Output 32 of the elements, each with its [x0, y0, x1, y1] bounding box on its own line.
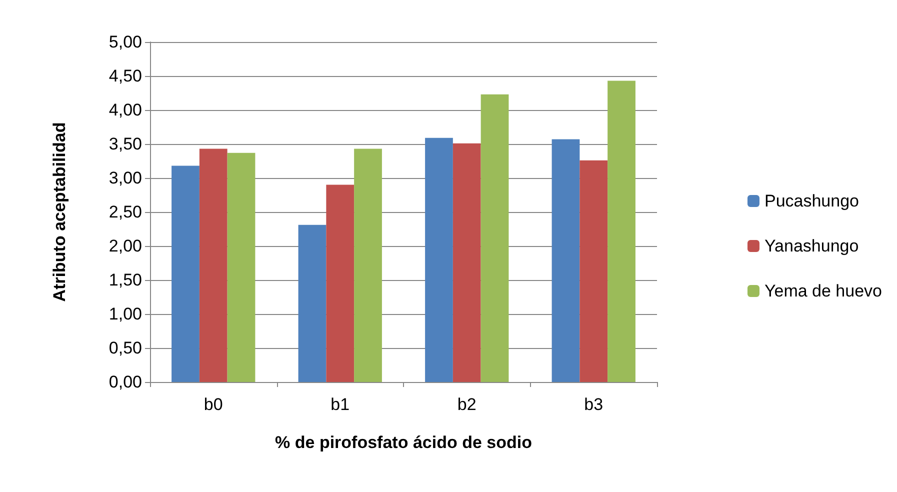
y-tick-label: 0,00: [108, 372, 142, 392]
y-tick-label: 4,50: [108, 66, 142, 86]
bar: [354, 148, 382, 382]
x-tick-label: b1: [330, 395, 350, 414]
bar: [326, 184, 354, 382]
bar: [580, 160, 608, 382]
y-tick-label: 5,00: [108, 32, 142, 52]
y-tick-label: 4,00: [108, 100, 142, 120]
bar: [552, 139, 580, 382]
legend-label: Yanashungo: [764, 236, 859, 256]
x-axis-title: % de pirofosfato ácido de sodio: [275, 433, 532, 452]
bar: [227, 152, 256, 382]
bar: [298, 224, 326, 382]
y-tick-label: 1,50: [108, 270, 142, 290]
y-tick-label: 3,00: [108, 168, 142, 188]
bar: [199, 148, 228, 382]
bar: [608, 80, 636, 382]
bar: [172, 166, 200, 382]
y-tick-label: 0,50: [108, 338, 142, 358]
legend-label: Yema de huevo: [764, 282, 882, 300]
x-tick-label: b0: [204, 395, 223, 414]
y-tick-label: 1,00: [108, 304, 142, 324]
legend-label: Pucashungo: [764, 192, 860, 210]
y-tick-label: 2,00: [108, 236, 142, 256]
bar: [425, 138, 453, 382]
y-axis-title: Atributo aceptabilidad: [50, 122, 69, 302]
x-tick-label: b2: [457, 395, 476, 414]
x-tick-label: b3: [584, 395, 604, 414]
bar: [480, 94, 509, 382]
bar: [452, 143, 481, 382]
y-tick-label: 3,50: [108, 134, 142, 154]
y-tick-label: 2,50: [108, 202, 142, 222]
